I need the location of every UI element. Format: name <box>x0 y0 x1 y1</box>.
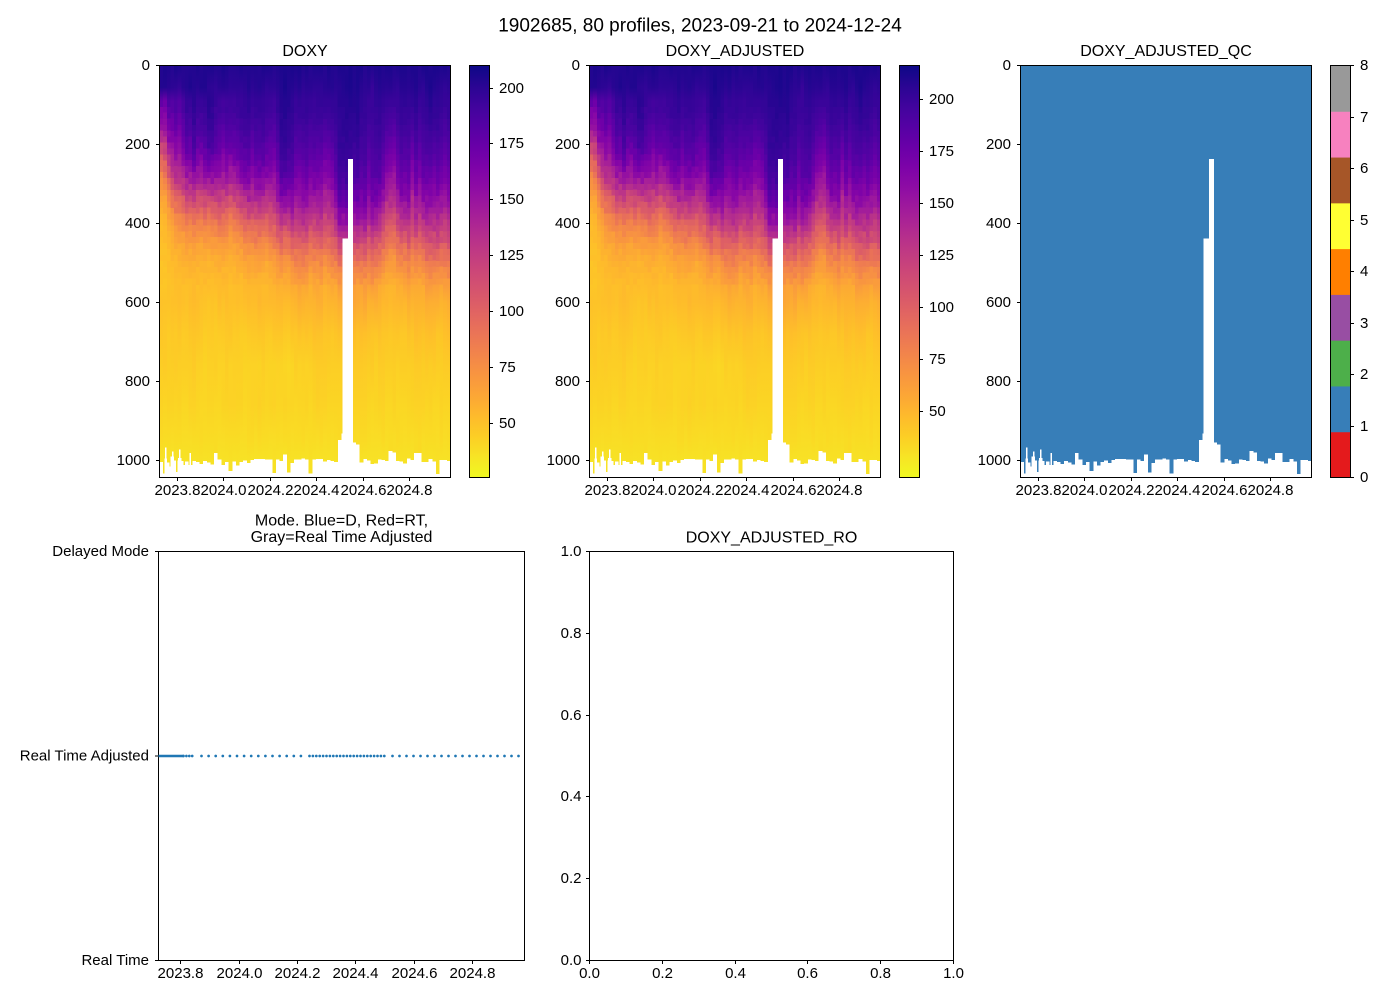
svg-text:2024.0: 2024.0 <box>217 965 263 982</box>
svg-text:1000: 1000 <box>978 452 1011 469</box>
svg-text:150: 150 <box>499 191 524 208</box>
svg-text:100: 100 <box>929 299 954 316</box>
svg-text:0.6: 0.6 <box>797 965 818 982</box>
svg-text:200: 200 <box>555 136 580 153</box>
svg-text:2024.8: 2024.8 <box>450 965 496 982</box>
svg-text:0: 0 <box>572 57 580 74</box>
svg-text:2024.0: 2024.0 <box>631 482 677 499</box>
svg-text:3: 3 <box>1360 315 1368 332</box>
svg-text:Real Time Adjusted: Real Time Adjusted <box>20 748 149 765</box>
svg-text:2023.8: 2023.8 <box>1016 482 1062 499</box>
svg-text:800: 800 <box>555 373 580 390</box>
svg-text:2024.2: 2024.2 <box>275 965 321 982</box>
svg-text:0: 0 <box>1360 469 1368 486</box>
svg-text:Gray=Real Time Adjusted: Gray=Real Time Adjusted <box>251 529 433 546</box>
svg-text:75: 75 <box>929 351 946 368</box>
svg-text:0: 0 <box>142 57 150 74</box>
svg-text:6: 6 <box>1360 160 1368 177</box>
svg-text:DOXY_ADJUSTED_QC: DOXY_ADJUSTED_QC <box>1080 43 1252 60</box>
svg-text:0.2: 0.2 <box>652 965 673 982</box>
svg-text:2024.2: 2024.2 <box>248 482 294 499</box>
svg-text:2024.6: 2024.6 <box>341 482 387 499</box>
svg-text:1000: 1000 <box>117 452 150 469</box>
svg-text:600: 600 <box>986 294 1011 311</box>
svg-text:125: 125 <box>929 247 954 264</box>
svg-text:DOXY: DOXY <box>282 43 328 60</box>
svg-text:2024.0: 2024.0 <box>1062 482 1108 499</box>
svg-text:2024.6: 2024.6 <box>1202 482 1248 499</box>
svg-text:4: 4 <box>1360 263 1368 280</box>
svg-text:2024.8: 2024.8 <box>1248 482 1294 499</box>
svg-text:1000: 1000 <box>547 452 580 469</box>
svg-text:200: 200 <box>499 80 524 97</box>
svg-text:5: 5 <box>1360 212 1368 229</box>
svg-text:1: 1 <box>1360 418 1368 435</box>
svg-text:175: 175 <box>499 135 524 152</box>
svg-text:75: 75 <box>499 359 516 376</box>
svg-text:1.0: 1.0 <box>943 965 964 982</box>
svg-text:0.4: 0.4 <box>725 965 746 982</box>
svg-text:150: 150 <box>929 195 954 212</box>
svg-text:125: 125 <box>499 247 524 264</box>
svg-text:0.6: 0.6 <box>561 707 582 724</box>
svg-text:200: 200 <box>929 91 954 108</box>
svg-text:Mode. Blue=D, Red=RT,: Mode. Blue=D, Red=RT, <box>255 513 428 530</box>
svg-text:Delayed Mode: Delayed Mode <box>52 543 149 560</box>
svg-text:400: 400 <box>125 215 150 232</box>
svg-text:2024.6: 2024.6 <box>771 482 817 499</box>
svg-text:1902685, 80 profiles, 2023-09-: 1902685, 80 profiles, 2023-09-21 to 2024… <box>498 16 902 37</box>
svg-text:2024.2: 2024.2 <box>1109 482 1155 499</box>
svg-text:2024.6: 2024.6 <box>392 965 438 982</box>
svg-text:400: 400 <box>986 215 1011 232</box>
svg-text:8: 8 <box>1360 57 1368 74</box>
svg-text:200: 200 <box>125 136 150 153</box>
svg-text:2024.4: 2024.4 <box>724 482 770 499</box>
svg-text:175: 175 <box>929 143 954 160</box>
svg-text:2024.4: 2024.4 <box>333 965 379 982</box>
svg-text:Real Time: Real Time <box>81 952 149 969</box>
svg-text:2023.8: 2023.8 <box>585 482 631 499</box>
svg-text:2024.8: 2024.8 <box>387 482 433 499</box>
svg-text:DOXY_ADJUSTED_RO: DOXY_ADJUSTED_RO <box>686 530 858 547</box>
svg-text:2: 2 <box>1360 366 1368 383</box>
svg-text:2024.8: 2024.8 <box>817 482 863 499</box>
svg-text:1.0: 1.0 <box>561 543 582 560</box>
svg-text:400: 400 <box>555 215 580 232</box>
svg-text:0.8: 0.8 <box>870 965 891 982</box>
svg-text:7: 7 <box>1360 109 1368 126</box>
svg-text:0.2: 0.2 <box>561 870 582 887</box>
svg-text:2024.4: 2024.4 <box>1155 482 1201 499</box>
svg-text:2023.8: 2023.8 <box>155 482 201 499</box>
svg-text:2024.0: 2024.0 <box>201 482 247 499</box>
svg-text:100: 100 <box>499 303 524 320</box>
svg-text:2024.2: 2024.2 <box>678 482 724 499</box>
svg-text:2023.8: 2023.8 <box>158 965 204 982</box>
svg-text:200: 200 <box>986 136 1011 153</box>
svg-text:800: 800 <box>125 373 150 390</box>
svg-text:0: 0 <box>1003 57 1011 74</box>
svg-text:800: 800 <box>986 373 1011 390</box>
svg-text:600: 600 <box>125 294 150 311</box>
svg-text:0.8: 0.8 <box>561 625 582 642</box>
svg-text:0.4: 0.4 <box>561 788 582 805</box>
svg-text:50: 50 <box>499 415 516 432</box>
svg-text:600: 600 <box>555 294 580 311</box>
svg-text:50: 50 <box>929 403 946 420</box>
svg-text:0.0: 0.0 <box>561 952 582 969</box>
svg-text:DOXY_ADJUSTED: DOXY_ADJUSTED <box>666 43 805 60</box>
svg-text:0.0: 0.0 <box>579 965 600 982</box>
svg-text:2024.4: 2024.4 <box>294 482 340 499</box>
